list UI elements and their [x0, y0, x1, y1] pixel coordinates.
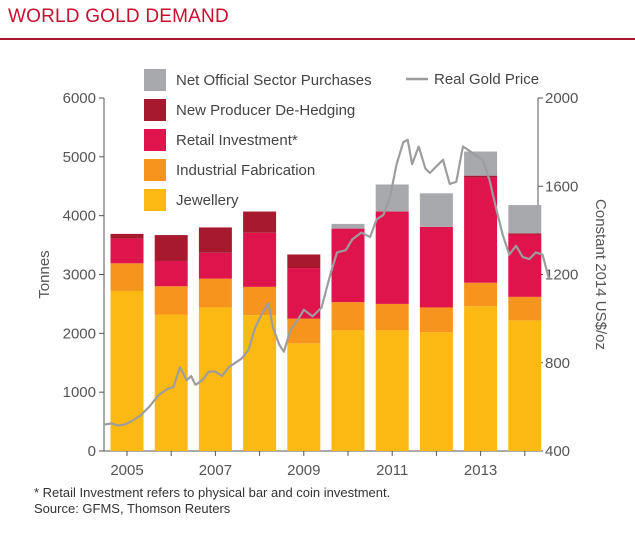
- bar-jewellery-2012: [419, 332, 453, 451]
- bar-retail-investment-2014: [508, 234, 542, 297]
- footnote-text: * Retail Investment refers to physical b…: [34, 485, 391, 500]
- legend-swatch: [144, 189, 166, 211]
- bar-jewellery-2011: [375, 330, 409, 451]
- legend-label: Jewellery: [176, 192, 239, 209]
- chart-title: WORLD GOLD DEMAND: [8, 6, 229, 27]
- bar-jewellery-2014: [508, 320, 542, 451]
- y-tick-label: 1000: [63, 384, 96, 401]
- axes-layer: 0 1000 2000 3000 4000 5000 6000 400 800 1200 1600 2…: [36, 90, 609, 479]
- bar-industrial-fabrication-2010: [331, 302, 365, 331]
- y-tick-label: 2000: [63, 325, 96, 342]
- legend: Net Official Sector Purchases New Produce…: [144, 69, 539, 211]
- bar-retail-investment-2006: [154, 260, 188, 287]
- x-tick-label: 2009: [287, 462, 320, 479]
- bar-retail-investment-2012: [419, 226, 453, 308]
- bar-net-official-sector-purchases-2013: [464, 151, 498, 176]
- y-tick-label: 0: [88, 443, 96, 460]
- legend-label: Real Gold Price: [434, 71, 539, 88]
- bar-industrial-fabrication-2007: [198, 278, 232, 308]
- bar-industrial-fabrication-2013: [464, 282, 498, 307]
- bar-industrial-fabrication-2014: [508, 296, 542, 321]
- bar-retail-investment-2008: [243, 232, 277, 287]
- bar-jewellery-2006: [154, 314, 188, 451]
- legend-swatch: [144, 99, 166, 121]
- bar-new-producer-de-hedging-2007: [198, 227, 232, 253]
- bar-jewellery-2010: [331, 330, 365, 451]
- x-tick-label: 2005: [110, 462, 143, 479]
- bar-new-producer-de-hedging-2006: [154, 235, 188, 261]
- bar-new-producer-de-hedging-2008: [243, 211, 277, 233]
- y2-tick-label: 800: [545, 355, 570, 372]
- bar-industrial-fabrication-2005: [110, 263, 144, 291]
- y2-axis-title: Constant 2014 US$/oz: [592, 199, 609, 350]
- legend-label: Industrial Fabrication: [176, 162, 315, 179]
- x-tick-label: 2007: [199, 462, 232, 479]
- bar-jewellery-2005: [110, 290, 144, 451]
- x-tick-label: 2011: [376, 462, 408, 479]
- y-tick-label: 3000: [63, 267, 96, 284]
- bar-new-producer-de-hedging-2013: [464, 175, 498, 178]
- bar-net-official-sector-purchases-2010: [331, 223, 365, 229]
- bar-jewellery-2009: [287, 343, 321, 451]
- bar-new-producer-de-hedging-2009: [287, 254, 321, 269]
- bar-jewellery-2007: [198, 307, 232, 451]
- y-axis-title: Tonnes: [36, 250, 53, 298]
- x-tick-label: 2013: [464, 462, 497, 479]
- legend-swatch: [144, 129, 166, 151]
- bar-retail-investment-2005: [110, 238, 144, 264]
- legend-label: Retail Investment*: [176, 132, 298, 149]
- title-rule: [0, 38, 635, 40]
- bar-industrial-fabrication-2008: [243, 286, 277, 316]
- bar-jewellery-2008: [243, 315, 277, 451]
- y-tick-label: 5000: [63, 149, 96, 166]
- bar-new-producer-de-hedging-2005: [110, 233, 144, 239]
- legend-swatch: [144, 159, 166, 181]
- y2-tick-label: 1600: [545, 178, 578, 195]
- footnote: * Retail Investment refers to physical b…: [34, 485, 390, 517]
- bar-net-official-sector-purchases-2014: [508, 205, 542, 234]
- y2-tick-label: 2000: [545, 90, 578, 107]
- bar-industrial-fabrication-2009: [287, 318, 321, 344]
- bar-new-producer-de-hedging-2014: [508, 233, 542, 235]
- real-gold-price-line: [104, 138, 551, 427]
- bar-retail-investment-2007: [198, 252, 232, 279]
- bar-retail-investment-2010: [331, 228, 365, 303]
- bar-industrial-fabrication-2012: [419, 307, 453, 333]
- y2-tick-label: 400: [545, 443, 570, 460]
- bar-jewellery-2013: [464, 306, 498, 451]
- bar-net-official-sector-purchases-2012: [419, 193, 453, 227]
- source-text: Source: GFMS, Thomson Reuters: [34, 501, 231, 516]
- bars-layer: [110, 151, 542, 451]
- y-tick-label: 4000: [63, 208, 96, 225]
- bar-retail-investment-2013: [464, 177, 498, 283]
- bar-industrial-fabrication-2011: [375, 303, 409, 331]
- price-line-layer: [104, 138, 551, 427]
- bar-retail-investment-2011: [375, 211, 409, 304]
- legend-label: Net Official Sector Purchases: [176, 72, 372, 89]
- legend-label: New Producer De-Hedging: [176, 102, 355, 119]
- y2-tick-label: 1200: [545, 267, 578, 284]
- legend-swatch: [144, 69, 166, 91]
- bar-industrial-fabrication-2006: [154, 286, 188, 315]
- y-tick-label: 6000: [63, 90, 96, 107]
